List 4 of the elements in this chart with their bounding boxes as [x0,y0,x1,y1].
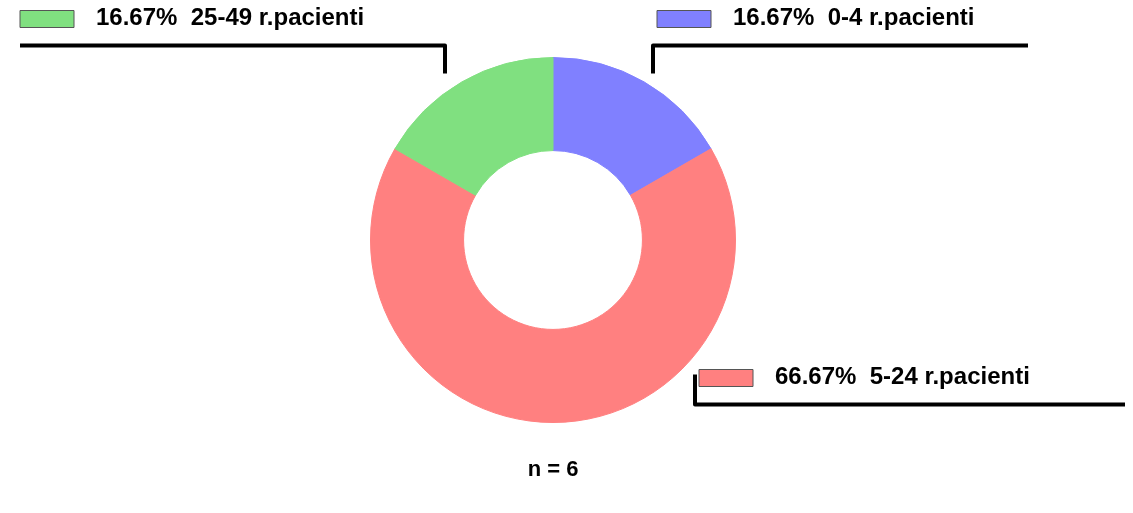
legend-label: 16.67% 25-49 r.pacienti [96,3,365,31]
legend-label: 66.67% 5-24 r.pacienti [775,362,1030,390]
text: n = 6 [527,456,579,482]
legend-label: 16.67% 0-4 r.pacienti [733,3,975,31]
